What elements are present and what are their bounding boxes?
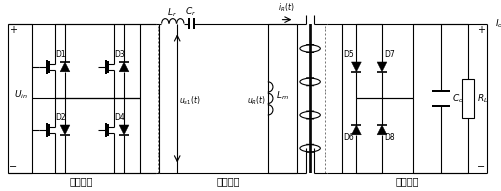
Text: $C_r$: $C_r$ xyxy=(185,6,196,18)
Text: D1: D1 xyxy=(56,50,66,59)
Text: $L_m$: $L_m$ xyxy=(275,89,288,102)
Polygon shape xyxy=(351,62,361,72)
Text: D5: D5 xyxy=(343,50,353,59)
Text: +: + xyxy=(9,25,17,35)
Text: 谐振网络: 谐振网络 xyxy=(216,176,239,186)
Text: $I_o$: $I_o$ xyxy=(494,18,501,30)
Polygon shape xyxy=(119,125,129,135)
Text: +: + xyxy=(476,25,484,35)
Text: D2: D2 xyxy=(56,113,66,122)
Text: D4: D4 xyxy=(115,113,125,122)
Text: 滤波网络: 滤波网络 xyxy=(395,176,418,186)
Text: $u_R(t)$: $u_R(t)$ xyxy=(246,94,266,107)
Bar xyxy=(461,79,472,118)
Text: D6: D6 xyxy=(343,133,353,142)
Polygon shape xyxy=(376,62,386,72)
Polygon shape xyxy=(60,62,70,72)
Polygon shape xyxy=(376,125,386,135)
Text: $u_{s1}(t)$: $u_{s1}(t)$ xyxy=(179,94,200,107)
Polygon shape xyxy=(60,125,70,135)
Polygon shape xyxy=(119,62,129,72)
Text: D8: D8 xyxy=(384,133,394,142)
Text: $L_r$: $L_r$ xyxy=(167,7,177,19)
Text: $i_R(t)$: $i_R(t)$ xyxy=(278,2,294,14)
Polygon shape xyxy=(351,125,361,135)
Text: $U_{in}$: $U_{in}$ xyxy=(14,88,28,101)
Text: D7: D7 xyxy=(384,50,394,59)
Text: $R_L$: $R_L$ xyxy=(475,92,487,105)
Text: −: − xyxy=(9,162,17,172)
Text: $C_o$: $C_o$ xyxy=(451,92,463,105)
Text: 开关网络: 开关网络 xyxy=(70,176,93,186)
Text: D3: D3 xyxy=(115,50,125,59)
Text: −: − xyxy=(476,162,484,172)
